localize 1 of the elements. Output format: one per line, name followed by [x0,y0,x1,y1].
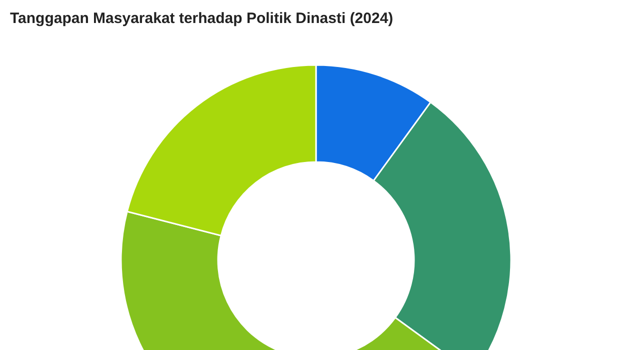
chart-title: Tanggapan Masyarakat terhadap Politik Dinasti (2024) [10,10,394,27]
